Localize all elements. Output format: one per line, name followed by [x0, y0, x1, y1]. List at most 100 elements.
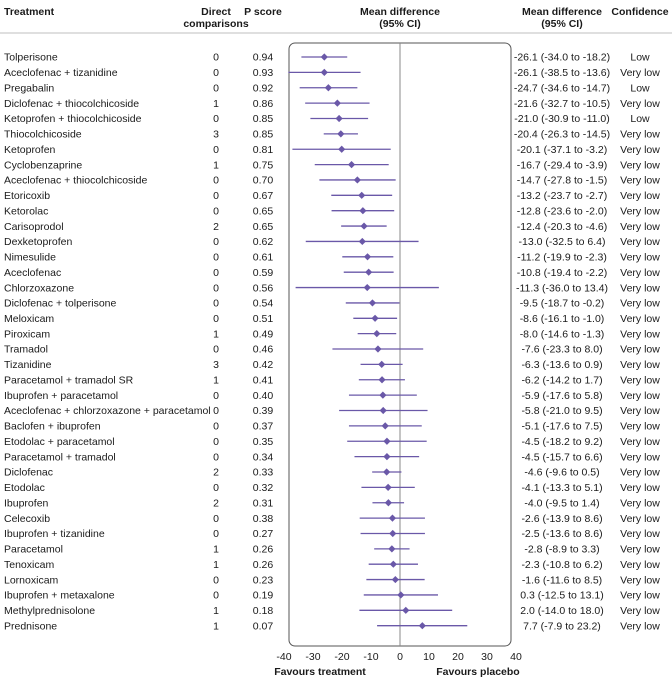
direct-comparisons: 0: [213, 144, 219, 156]
forest-row: Meloxicam 0 0.51 -8.6 (-16.1 to -1.0) Very l…: [4, 313, 660, 325]
confidence-rating: Very low: [620, 175, 660, 187]
direct-comparisons: 0: [213, 190, 219, 202]
p-score: 0.86: [253, 98, 274, 110]
mean-difference-text: -11.2 (-19.9 to -2.3): [517, 252, 607, 264]
direct-comparisons: 1: [213, 605, 219, 617]
treatment-label: Lornoxicam: [4, 574, 59, 586]
point-estimate-marker: [383, 437, 391, 445]
p-score: 0.39: [253, 405, 274, 417]
forest-row: Paracetamol + tramadol 0 0.34 -4.5 (-15.7 t…: [4, 451, 660, 463]
treatment-label: Diclofenac + tolperisone: [4, 298, 117, 310]
point-estimate-marker: [383, 453, 391, 461]
forest-row: Ketorolac 0 0.65 -12.8 (-23.6 to -2.0) Very …: [4, 205, 660, 217]
mean-difference-text: -14.7 (-27.8 to -1.5): [517, 175, 607, 187]
treatment-label: Paracetamol: [4, 544, 63, 556]
forest-row: Diclofenac + tolperisone 0 0.54 -9.5 (-18.7…: [4, 298, 660, 310]
mean-difference-text: -13.2 (-23.7 to -2.7): [517, 190, 607, 202]
direct-comparisons: 0: [213, 52, 219, 64]
direct-comparisons: 0: [213, 451, 219, 463]
mean-difference-text: -2.8 (-8.9 to 3.3): [524, 544, 599, 556]
treatment-label: Carisoprodol: [4, 221, 64, 233]
mean-difference-text: -4.5 (-15.7 to 6.6): [521, 451, 602, 463]
mean-difference-text: -8.6 (-16.1 to -1.0): [520, 313, 605, 325]
point-estimate-marker: [384, 483, 392, 491]
confidence-rating: Very low: [620, 221, 660, 233]
point-estimate-marker: [388, 514, 397, 522]
forest-row: Ibuprofen + metaxalone 0 0.19 0.3 (-12.5 to…: [4, 590, 660, 602]
treatment-label: Aceclofenac + thiocolchicoside: [4, 175, 147, 187]
direct-comparisons: 0: [213, 82, 219, 94]
forest-row: Paracetamol + tramadol SR 1 0.41 -6.2 (-14.…: [4, 374, 660, 386]
forest-row: Diclofenac 2 0.33 -4.6 (-9.6 to 0.5) Very lo…: [4, 467, 660, 479]
header-mean-difference: Mean difference: [360, 6, 440, 18]
direct-comparisons: 0: [213, 113, 219, 125]
treatment-label: Ketoprofen: [4, 144, 56, 156]
treatment-label: Aceclofenac + chlorzoxazone + paracetamo…: [4, 405, 211, 417]
confidence-rating: Low: [630, 52, 650, 64]
mean-difference-text: 0.3 (-12.5 to 13.1): [520, 590, 603, 602]
mean-difference-text: -4.0 (-9.5 to 1.4): [524, 497, 599, 509]
confidence-rating: Low: [630, 82, 650, 94]
x-axis-ticks: -40 -30 -20 -10 0 10 20 30 40: [276, 651, 522, 663]
forest-row: Methylprednisolone 1 0.18 2.0 (-14.0 to 18.…: [4, 605, 660, 617]
forest-row: Ibuprofen 2 0.31 -4.0 (-9.5 to 1.4) Very low: [4, 497, 660, 509]
confidence-rating: Very low: [620, 590, 660, 602]
mean-difference-text: -13.0 (-32.5 to 6.4): [519, 236, 606, 248]
treatment-label: Etodolac + paracetamol: [4, 436, 115, 448]
confidence-rating: Very low: [620, 374, 660, 386]
forest-row: Pregabalin 0 0.92 -24.7 (-34.6 to -14.7) Low: [4, 82, 650, 94]
treatment-label: Tramadol: [4, 344, 48, 356]
point-estimate-marker: [337, 130, 345, 138]
point-estimate-marker: [359, 207, 367, 215]
treatment-label: Thiocolchicoside: [4, 129, 82, 141]
forest-row: Prednisone 1 0.07 7.7 (-7.9 to 23.2) Very lo…: [4, 620, 660, 632]
confidence-rating: Very low: [620, 359, 660, 371]
treatment-label: Paracetamol + tramadol: [4, 451, 116, 463]
p-score: 0.18: [253, 605, 274, 617]
treatment-label: Celecoxib: [4, 513, 50, 525]
point-estimate-marker: [363, 283, 371, 292]
header-mean-difference-text-ci: (95% CI): [541, 18, 582, 30]
p-score: 0.92: [253, 82, 274, 94]
treatment-label: Tizanidine: [4, 359, 52, 371]
direct-comparisons: 2: [213, 497, 219, 509]
p-score: 0.46: [253, 344, 274, 356]
p-score: 0.19: [253, 590, 274, 602]
p-score: 0.54: [253, 298, 274, 310]
forest-row: Ibuprofen + paracetamol 0 0.40 -5.9 (-17.6 …: [4, 390, 660, 402]
mean-difference-text: 7.7 (-7.9 to 23.2): [523, 620, 601, 632]
direct-comparisons: 0: [213, 590, 219, 602]
confidence-rating: Low: [630, 113, 650, 125]
header-mean-difference-ci: (95% CI): [379, 18, 420, 30]
mean-difference-text: -6.3 (-13.6 to 0.9): [521, 359, 602, 371]
treatment-label: Ketoprofen + thiocolchicoside: [4, 113, 142, 125]
p-score: 0.51: [253, 313, 274, 325]
confidence-rating: Very low: [620, 159, 660, 171]
direct-comparisons: 1: [213, 328, 219, 340]
point-estimate-marker: [378, 360, 386, 368]
forest-row: Tolperisone 0 0.94 -26.1 (-34.0 to -18.2) Lo…: [4, 52, 650, 64]
confidence-rating: Very low: [620, 513, 660, 525]
point-estimate-marker: [373, 330, 381, 338]
mean-difference-text: -21.0 (-30.9 to -11.0): [514, 113, 610, 125]
treatment-label: Piroxicam: [4, 328, 50, 340]
confidence-rating: Very low: [620, 67, 660, 79]
mean-difference-text: -2.5 (-13.6 to 8.6): [521, 528, 602, 540]
treatment-label: Ibuprofen: [4, 497, 49, 509]
forest-row: Cyclobenzaprine 1 0.75 -16.7 (-29.4 to -3.9…: [4, 159, 660, 171]
p-score: 0.56: [253, 282, 274, 294]
direct-comparisons: 1: [213, 374, 219, 386]
treatment-label: Diclofenac + thiocolchicoside: [4, 98, 139, 110]
mean-difference-text: -20.4 (-26.3 to -14.5): [514, 129, 610, 141]
confidence-rating: Very low: [620, 313, 660, 325]
direct-comparisons: 0: [213, 344, 219, 356]
forest-row: Nimesulide 0 0.61 -11.2 (-19.9 to -2.3) Very…: [4, 252, 660, 264]
confidence-rating: Very low: [620, 236, 660, 248]
confidence-rating: Very low: [620, 267, 660, 279]
mean-difference-text: -9.5 (-18.7 to -0.2): [520, 298, 605, 310]
direct-comparisons: 0: [213, 390, 219, 402]
direct-comparisons: 0: [213, 405, 219, 417]
p-score: 0.85: [253, 113, 274, 125]
confidence-rating: Very low: [620, 390, 660, 402]
direct-comparisons: 0: [213, 574, 219, 586]
